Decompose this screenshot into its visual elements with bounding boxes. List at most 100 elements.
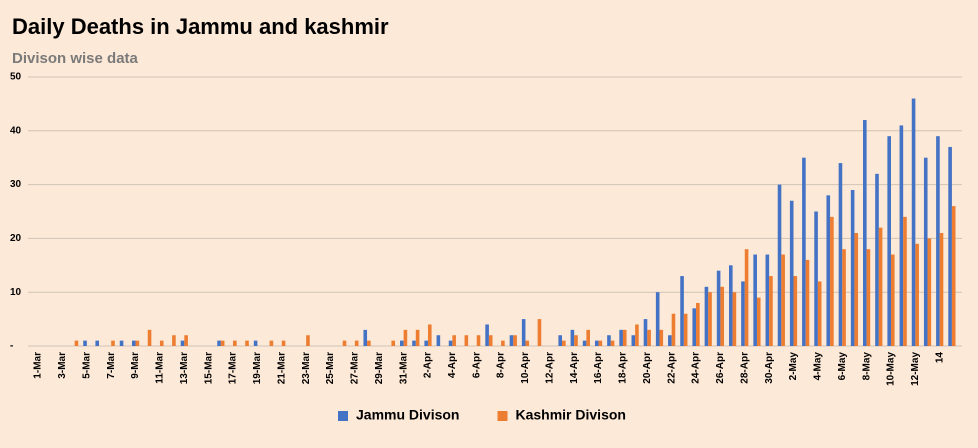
bar <box>741 281 745 346</box>
legend-swatch <box>497 411 508 421</box>
bar <box>923 157 928 346</box>
bar <box>562 340 566 346</box>
x-tick-label: 3-Mar <box>57 352 68 379</box>
bar <box>412 340 416 346</box>
x-tick-label: 17-Mar <box>228 352 239 384</box>
bar <box>525 340 530 346</box>
bar <box>911 98 916 347</box>
x-tick-label: 10-Apr <box>520 352 531 384</box>
bar <box>354 340 359 346</box>
bar <box>781 254 785 346</box>
bar <box>172 335 176 346</box>
bar <box>74 340 79 346</box>
bar <box>306 335 310 346</box>
bar <box>635 324 639 346</box>
bar <box>753 254 757 346</box>
x-tick-label: 13-Mar <box>179 352 190 384</box>
x-tick-label: 8-Apr <box>496 352 507 378</box>
bar <box>342 340 347 346</box>
bar <box>769 276 773 346</box>
x-tick-label: 14 <box>934 352 945 364</box>
x-tick-label: 23-Mar <box>301 352 312 384</box>
legend-swatch <box>338 411 348 421</box>
bar <box>281 340 286 346</box>
bar <box>948 146 952 346</box>
bar <box>622 329 627 346</box>
bar <box>598 340 603 346</box>
bar <box>452 335 456 346</box>
bar <box>875 173 879 346</box>
bar <box>704 286 709 346</box>
bar <box>744 249 749 346</box>
bar <box>245 340 249 346</box>
x-tick-label: 28-Apr <box>739 352 750 384</box>
bar <box>777 184 782 346</box>
bar <box>814 211 818 346</box>
bar <box>647 329 651 346</box>
bar <box>607 335 611 346</box>
bar <box>570 329 575 346</box>
x-tick-label: 25-Mar <box>325 352 336 384</box>
x-tick-label: 5-Mar <box>81 352 92 379</box>
bar <box>485 324 489 346</box>
bar <box>391 340 396 346</box>
x-tick-label: 29-Mar <box>374 352 385 384</box>
x-tick-label: 19-Mar <box>252 352 263 384</box>
x-tick-label: 6-Apr <box>471 352 482 378</box>
x-tick-label: 11-Mar <box>155 352 166 384</box>
bar <box>269 340 274 346</box>
bar <box>680 276 684 346</box>
bar <box>448 340 453 346</box>
x-tick-label: 21-Mar <box>276 352 287 384</box>
bar <box>765 254 770 346</box>
bar <box>488 335 493 346</box>
bar <box>415 329 420 346</box>
bar <box>720 286 725 346</box>
bar <box>135 340 140 346</box>
x-tick-label: 26-Apr <box>715 352 726 384</box>
y-tick-label: 40 <box>10 125 22 136</box>
x-tick-label: 16-Apr <box>593 352 604 384</box>
bar <box>683 313 688 346</box>
bar <box>476 335 481 346</box>
bar <box>631 335 636 346</box>
bar <box>363 329 368 346</box>
bar <box>936 136 940 346</box>
x-tick-label: 12-May <box>910 352 921 386</box>
bar <box>878 227 883 346</box>
bar <box>830 216 834 346</box>
legend-label: Jammu Divison <box>356 407 459 423</box>
x-tick-label: 18-Apr <box>618 352 629 384</box>
bar <box>728 265 733 346</box>
bar <box>842 249 846 346</box>
bar <box>671 313 676 346</box>
bar <box>501 340 505 346</box>
x-tick-label: 4-Apr <box>447 352 458 378</box>
bar <box>826 195 831 346</box>
x-tick-label: 4-May <box>813 352 824 381</box>
bar <box>789 200 794 346</box>
bar <box>939 233 944 346</box>
bar <box>427 324 432 346</box>
bar <box>802 157 806 346</box>
bar <box>927 238 932 346</box>
bar <box>903 216 907 346</box>
x-tick-label: 31-Mar <box>398 352 409 384</box>
bar <box>899 125 904 346</box>
bar <box>692 308 697 346</box>
x-tick-label: 8-May <box>861 352 872 381</box>
bar <box>586 329 590 346</box>
x-tick-label: 6-May <box>837 352 848 381</box>
x-tick-label: 7-Mar <box>106 352 117 379</box>
bar <box>83 340 87 346</box>
legend-label: Kashmir Divison <box>515 407 625 423</box>
bar <box>233 340 237 346</box>
bar <box>159 340 164 346</box>
bar <box>217 340 221 346</box>
bar <box>659 329 664 346</box>
bar <box>513 335 517 346</box>
x-tick-label: 10-May <box>886 352 897 386</box>
bar <box>400 340 404 346</box>
bar <box>805 259 810 346</box>
bar <box>558 335 563 346</box>
